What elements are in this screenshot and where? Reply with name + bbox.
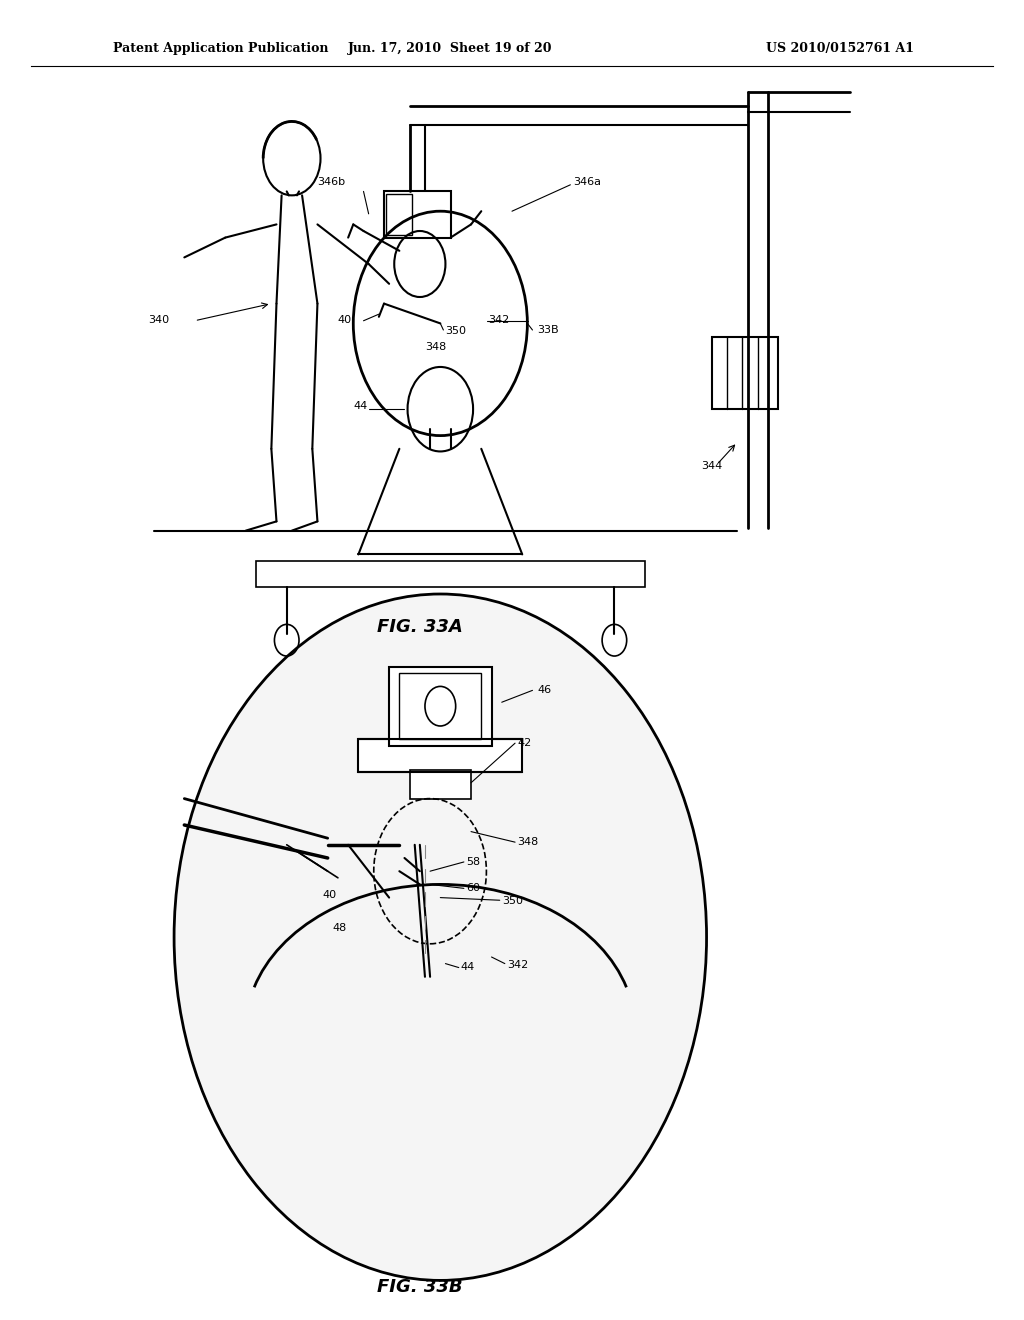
Bar (256, 561, 645, 587)
Bar (399, 673, 481, 739)
Text: 340: 340 (148, 315, 170, 326)
Text: Patent Application Publication: Patent Application Publication (113, 42, 328, 55)
Text: 40: 40 (338, 315, 352, 326)
Text: Jun. 17, 2010  Sheet 19 of 20: Jun. 17, 2010 Sheet 19 of 20 (348, 42, 553, 55)
Text: US 2010/0152761 A1: US 2010/0152761 A1 (766, 42, 913, 55)
Bar (384, 191, 451, 238)
Text: FIG. 33B: FIG. 33B (377, 1278, 463, 1296)
Text: 350: 350 (445, 326, 467, 337)
Text: 60: 60 (466, 883, 480, 894)
Text: FIG. 33A: FIG. 33A (377, 618, 463, 636)
Text: 48: 48 (333, 923, 347, 933)
Bar (389, 667, 492, 746)
Text: 46: 46 (538, 685, 552, 696)
Text: 350: 350 (502, 896, 523, 907)
Text: 344: 344 (701, 461, 723, 471)
Text: 346b: 346b (317, 177, 345, 187)
Text: 346a: 346a (573, 177, 601, 187)
Bar (386, 194, 412, 235)
Text: 44: 44 (461, 962, 475, 973)
Text: 348: 348 (425, 342, 446, 352)
Text: 40: 40 (323, 890, 337, 900)
Text: 348: 348 (517, 837, 539, 847)
Bar (410, 770, 471, 799)
Text: 44: 44 (353, 401, 368, 412)
Text: 342: 342 (488, 315, 510, 326)
Bar (712, 337, 778, 409)
Circle shape (174, 594, 707, 1280)
Text: 42: 42 (517, 738, 531, 748)
Bar (358, 739, 522, 772)
Text: 58: 58 (466, 857, 480, 867)
Text: 342: 342 (507, 960, 528, 970)
Text: 33B: 33B (538, 325, 559, 335)
